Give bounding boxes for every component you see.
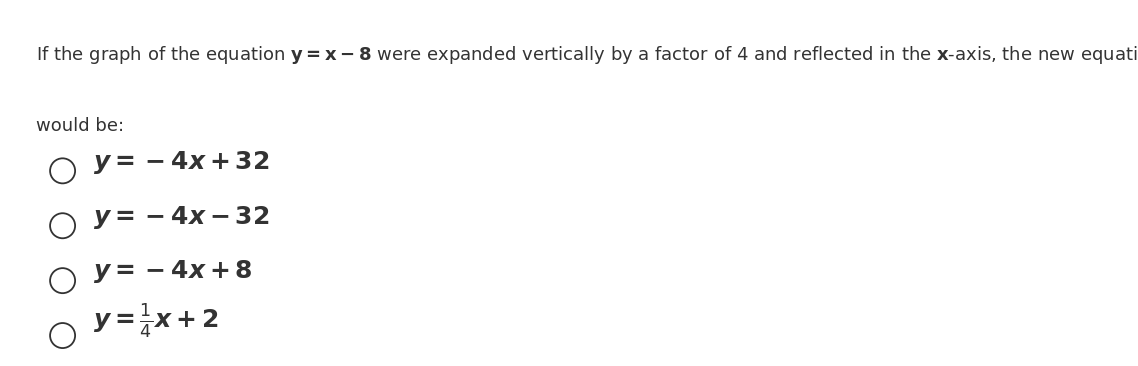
Text: would be:: would be: [36, 117, 124, 135]
Text: $\boldsymbol{y = -4x - 32}$: $\boldsymbol{y = -4x - 32}$ [93, 203, 270, 231]
Text: $\boldsymbol{y = \frac{1}{4}x + 2}$: $\boldsymbol{y = \frac{1}{4}x + 2}$ [93, 303, 218, 340]
Text: $\boldsymbol{y = -4x + 32}$: $\boldsymbol{y = -4x + 32}$ [93, 149, 270, 176]
Text: If the graph of the equation $\mathbf{y = x - 8}$ were expanded vertically by a : If the graph of the equation $\mathbf{y … [36, 44, 1138, 66]
Text: $\boldsymbol{y = -4x + 8}$: $\boldsymbol{y = -4x + 8}$ [93, 258, 253, 285]
